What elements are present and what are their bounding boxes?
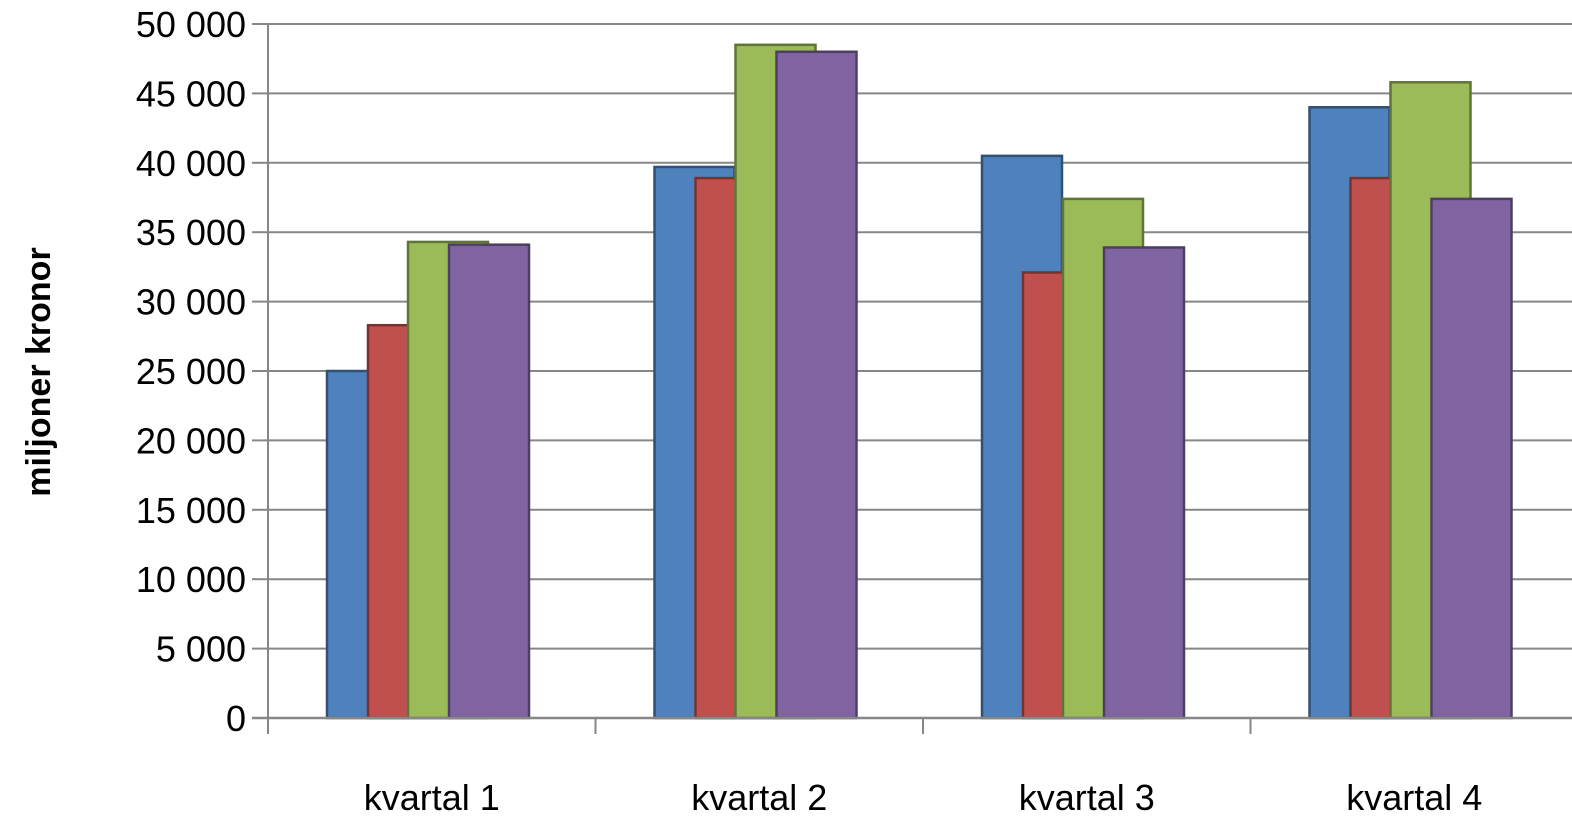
y-tick-label: 5 000 [156, 629, 246, 670]
y-tick-label: 50 000 [136, 4, 246, 45]
x-tick-label: kvartal 3 [1019, 777, 1155, 816]
y-tick-label: 0 [226, 698, 246, 739]
bar [1102, 246, 1186, 720]
axes [252, 23, 1572, 734]
y-axis-label: miljoner kronor [20, 247, 58, 496]
bar [775, 50, 858, 720]
y-tick-label: 15 000 [136, 490, 246, 531]
bars [325, 43, 1513, 720]
y-tick-label: 30 000 [136, 282, 246, 323]
y-tick-label: 20 000 [136, 420, 246, 461]
tick-labels: 0 5 000 10 000 15 000 20 000 25 000 30 000 35 0… [136, 4, 1482, 816]
y-tick-label: 25 000 [136, 351, 246, 392]
y-tick-label: 45 000 [136, 73, 246, 114]
x-tick-label: kvartal 4 [1346, 777, 1482, 816]
bar [447, 243, 531, 720]
y-tick-label: 40 000 [136, 143, 246, 184]
bar [1430, 197, 1513, 720]
x-tick-label: kvartal 2 [691, 777, 827, 816]
x-tick-label: kvartal 1 [364, 777, 500, 816]
y-tick-label: 10 000 [136, 559, 246, 600]
y-tick-label: 35 000 [136, 212, 246, 253]
